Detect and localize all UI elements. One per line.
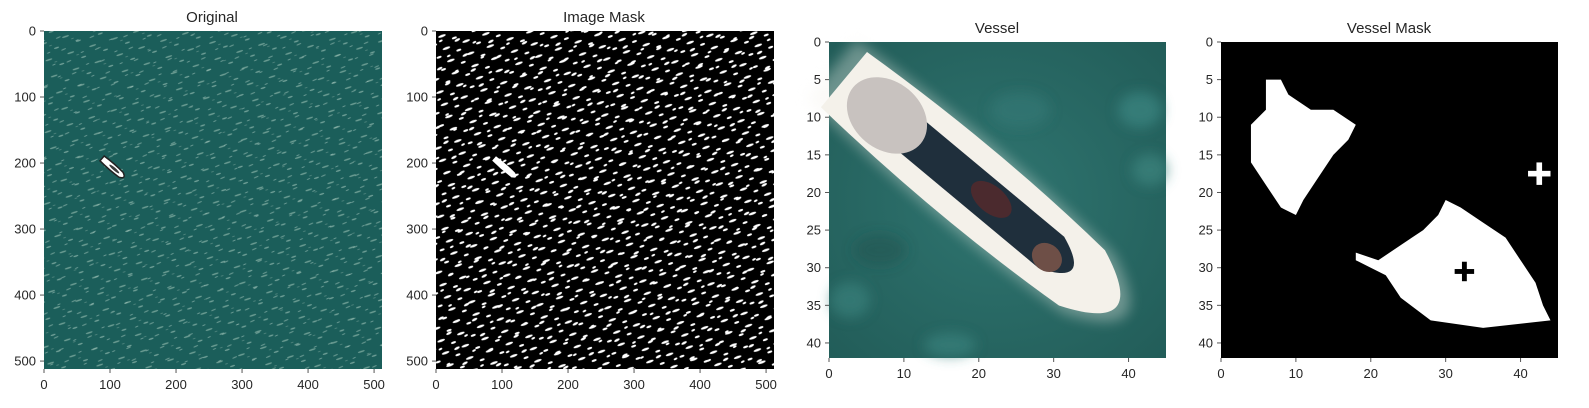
boat-layer [806, 39, 1131, 322]
y-tick-label: 35 [807, 298, 821, 313]
image-glint-layer-2 [44, 31, 382, 369]
blob-layer [1250, 79, 1551, 328]
x-tick-label: 30 [1438, 366, 1452, 381]
x-tick-label: 500 [755, 377, 777, 392]
y-tick-label: 100 [406, 90, 428, 105]
x-axis: 0 100 200 300 400 500 [432, 369, 777, 392]
vessel-seat [1031, 242, 1062, 273]
y-tick-label: 35 [1199, 298, 1213, 313]
x-tick-label: 10 [897, 366, 911, 381]
vessel-cabin [846, 77, 928, 154]
cross-right [1536, 162, 1543, 185]
x-tick-label: 300 [231, 377, 253, 392]
y-tick-label: 15 [1199, 147, 1213, 162]
vessel-shape [806, 39, 1131, 322]
image-mask-speckles-2 [436, 31, 774, 369]
x-tick-label: 500 [363, 377, 385, 392]
y-axis: 0 100 200 300 400 500 [406, 24, 436, 369]
upper-blob [1250, 79, 1356, 216]
panel-title: Image Mask [563, 9, 645, 26]
x-tick-label: 0 [825, 366, 832, 381]
boat-layer [492, 156, 517, 178]
y-tick-label: 10 [1199, 110, 1213, 125]
x-tick-label: 10 [1289, 366, 1303, 381]
panel-original: Original 0 100 200 300 400 500 0 100 200 300 400 5… [14, 9, 385, 392]
y-tick-label: 20 [807, 185, 821, 200]
x-tick-label: 100 [491, 377, 513, 392]
y-tick-label: 400 [406, 288, 428, 303]
x-tick-label: 200 [165, 377, 187, 392]
panel-image-mask: Image Mask 0 100 200 300 400 500 0 100 200 300 40… [406, 9, 777, 392]
y-tick-label: 25 [807, 223, 821, 238]
y-tick-label: 300 [406, 222, 428, 237]
image-area [44, 31, 382, 369]
vessel-shape [98, 154, 125, 179]
vessel-shape [492, 156, 517, 178]
x-axis: 0 100 200 300 400 500 [40, 369, 385, 392]
y-tick-label: 15 [807, 147, 821, 162]
image-area [1221, 42, 1558, 358]
y-tick-label: 5 [1206, 72, 1213, 87]
y-tick-label: 40 [807, 335, 821, 350]
lower-blob [1355, 200, 1551, 328]
vessel-hull [492, 156, 517, 178]
vessel-seat [970, 180, 1012, 218]
y-tick-label: 500 [406, 354, 428, 369]
x-tick-label: 30 [1046, 366, 1060, 381]
x-axis: 0 10 20 30 40 [825, 358, 1136, 381]
panel-title: Vessel Mask [1347, 20, 1432, 37]
x-tick-label: 200 [557, 377, 579, 392]
panel-vessel-mask: Vessel Mask 0 10 20 30 40 0 5 10 15 20 25 30 35 40 [1199, 20, 1558, 381]
y-tick-label: 200 [406, 156, 428, 171]
panel-title: Original [186, 9, 238, 26]
y-tick-label: 200 [14, 156, 36, 171]
hole-cross [1461, 261, 1467, 282]
panel-title: Vessel [975, 20, 1019, 37]
x-tick-label: 400 [297, 377, 319, 392]
x-tick-label: 0 [40, 377, 47, 392]
x-tick-label: 20 [1364, 366, 1378, 381]
y-tick-label: 0 [1206, 35, 1213, 50]
x-tick-label: 300 [623, 377, 645, 392]
y-tick-label: 0 [814, 35, 821, 50]
y-tick-label: 100 [14, 90, 36, 105]
x-tick-label: 400 [689, 377, 711, 392]
panel-vessel: Vessel 0 10 20 30 40 0 5 10 15 20 25 30 35 40 [806, 20, 1168, 381]
y-tick-label: 5 [814, 72, 821, 87]
vessel-deck [109, 164, 120, 174]
boat-layer [98, 154, 125, 179]
x-tick-label: 40 [1121, 366, 1135, 381]
y-tick-label: 40 [1199, 335, 1213, 350]
x-tick-label: 0 [1217, 366, 1224, 381]
y-tick-label: 400 [14, 288, 36, 303]
x-tick-label: 0 [432, 377, 439, 392]
image-area [806, 39, 1168, 358]
x-tick-label: 100 [99, 377, 121, 392]
y-axis: 0 5 10 15 20 25 30 35 40 [1199, 35, 1221, 350]
y-tick-label: 300 [14, 222, 36, 237]
y-tick-label: 0 [29, 24, 36, 39]
x-axis: 0 10 20 30 40 [1217, 358, 1528, 381]
y-axis: 0 100 200 300 400 500 [14, 24, 44, 369]
x-tick-label: 20 [972, 366, 986, 381]
y-tick-label: 500 [14, 354, 36, 369]
y-tick-label: 0 [421, 24, 428, 39]
y-tick-label: 30 [807, 260, 821, 275]
y-axis: 0 5 10 15 20 25 30 35 40 [807, 35, 829, 350]
x-tick-label: 40 [1513, 366, 1527, 381]
y-tick-label: 30 [1199, 260, 1213, 275]
y-tick-label: 10 [807, 110, 821, 125]
y-tick-label: 25 [1199, 223, 1213, 238]
vessel-water-texture [830, 92, 1168, 357]
y-tick-label: 20 [1199, 185, 1213, 200]
image-area [436, 31, 774, 369]
